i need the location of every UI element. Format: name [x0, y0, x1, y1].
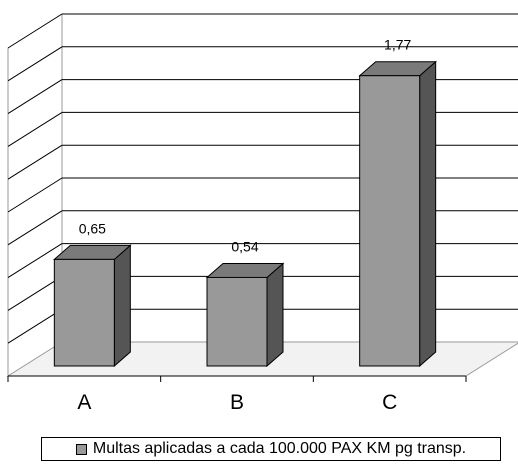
bar-B — [206, 276, 268, 367]
x-axis: A B C — [7, 375, 467, 414]
data-label-A: 0,65 — [79, 220, 106, 236]
x-tick-label-C: C — [382, 391, 397, 414]
side-gridline — [7, 177, 63, 213]
bar-A-side — [113, 244, 131, 368]
side-gridline — [7, 243, 63, 279]
data-label-B: 0,54 — [231, 238, 258, 254]
side-gridline — [7, 308, 63, 344]
gridlines — [7, 13, 518, 344]
bar-A — [53, 258, 115, 367]
side-gridline — [7, 13, 63, 49]
side-gridline — [7, 144, 63, 180]
bar-B-side — [266, 262, 284, 368]
bar-C — [359, 75, 421, 367]
data-label-C: 1,77 — [384, 37, 411, 53]
side-gridline — [7, 275, 63, 311]
side-gridline — [7, 210, 63, 246]
side-gridline — [7, 79, 63, 115]
bar-C-side — [419, 60, 437, 368]
legend: Multas aplicadas a cada 100.000 PAX KM p… — [41, 437, 501, 461]
side-gridline — [7, 46, 63, 82]
bars — [53, 60, 437, 368]
x-tick-label-A: A — [77, 391, 91, 414]
data-labels: 0,65 0,54 1,77 — [79, 37, 412, 255]
legend-swatch — [75, 443, 87, 455]
side-gridline — [7, 111, 63, 147]
x-tick-label-B: B — [230, 391, 244, 414]
legend-label: Multas aplicadas a cada 100.000 PAX KM p… — [92, 440, 467, 457]
